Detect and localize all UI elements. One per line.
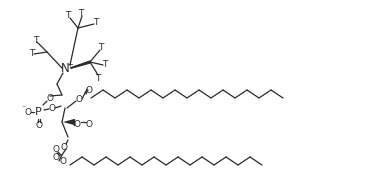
Text: O: O — [35, 121, 42, 130]
Text: O: O — [85, 85, 92, 94]
Text: P: P — [35, 107, 41, 117]
Text: +: + — [67, 60, 74, 68]
Text: O: O — [60, 142, 67, 152]
Text: T: T — [65, 11, 71, 19]
Text: O: O — [85, 120, 92, 129]
Text: O: O — [52, 145, 60, 154]
Text: N: N — [60, 62, 69, 74]
Text: T: T — [98, 43, 104, 52]
Text: O: O — [52, 152, 60, 162]
Text: T: T — [93, 17, 99, 26]
Text: T: T — [102, 60, 108, 68]
Text: ⁻: ⁻ — [22, 103, 26, 113]
Text: O: O — [49, 103, 55, 113]
Text: O: O — [75, 94, 82, 103]
Text: O: O — [25, 107, 32, 116]
Text: T: T — [29, 48, 35, 57]
Text: T: T — [78, 8, 84, 17]
Text: T: T — [33, 35, 38, 44]
Text: O: O — [47, 93, 54, 103]
Polygon shape — [63, 119, 74, 125]
Text: O: O — [60, 158, 67, 166]
Text: O: O — [74, 120, 80, 129]
Text: T: T — [95, 74, 101, 83]
